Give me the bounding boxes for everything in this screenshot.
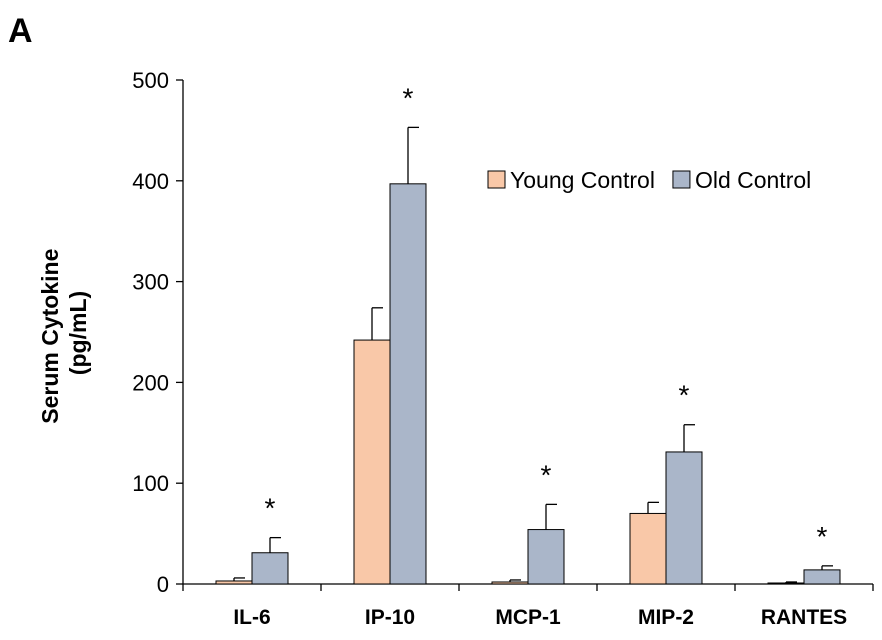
legend-swatch [673,171,690,188]
y-tick-label: 400 [132,169,169,194]
bar-old-mcp-1 [528,530,564,584]
bar-young-ip-10 [354,340,390,584]
legend: Young Control Old Control [488,167,811,193]
y-axis-label: Serum Cytokine (pg/mL) [37,242,91,424]
y-axis-label-line-2: (pg/mL) [65,291,91,375]
legend-swatch [488,171,505,188]
y-tick-label: 0 [157,572,169,597]
y-axis-label-line-1: Serum Cytokine [37,249,63,424]
x-tick-label: MCP-1 [495,606,561,629]
legend-label: Young Control [510,167,655,193]
y-tick-label: 100 [132,471,169,496]
x-tick-label: IL-6 [233,606,270,629]
bar-young-rantes [768,583,804,584]
x-tick-label: RANTES [761,606,847,629]
panel-label: A [8,12,33,50]
bar-old-ip-10 [390,184,426,584]
legend-label: Old Control [695,167,811,193]
bar-young-il-6 [216,581,252,584]
significance-marker: * [403,82,414,113]
y-tick-label: 200 [132,370,169,395]
significance-marker: * [679,380,690,411]
x-tick-label: IP-10 [365,606,415,629]
bar-old-il-6 [252,553,288,584]
y-tick-label: 300 [132,270,169,295]
y-tick-label: 500 [132,68,169,93]
bar-old-mip-2 [666,452,702,584]
bar-young-mip-2 [630,513,666,584]
significance-marker: * [541,459,552,490]
significance-marker: * [265,493,276,524]
bar-young-mcp-1 [492,582,528,584]
significance-marker: * [817,521,828,552]
x-tick-label: MIP-2 [638,606,694,629]
bar-old-rantes [804,570,840,584]
